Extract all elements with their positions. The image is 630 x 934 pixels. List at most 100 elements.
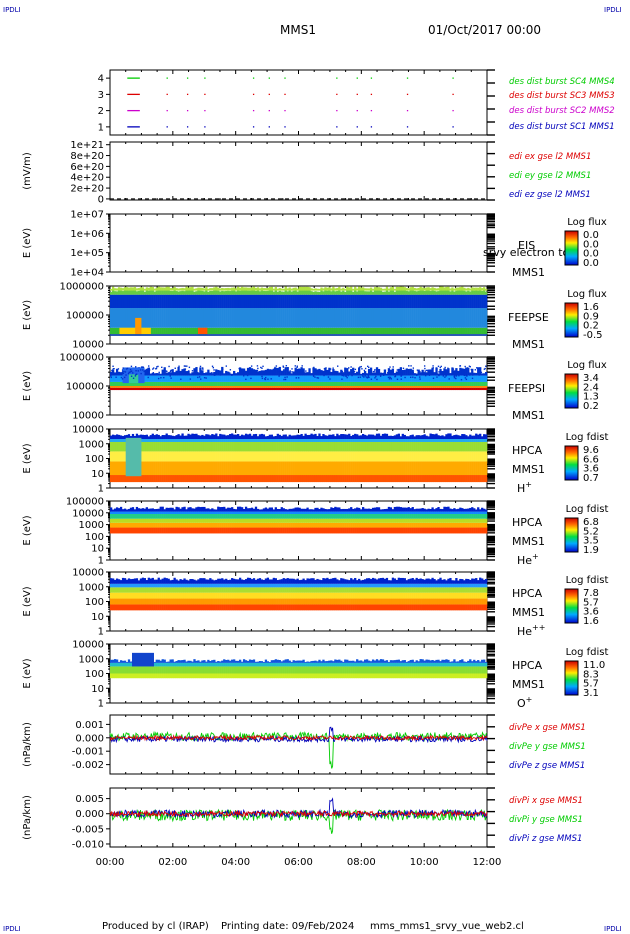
spectrogram-cell — [123, 290, 127, 295]
spectrogram-cell — [171, 461, 174, 476]
spectrogram-cell — [165, 461, 168, 476]
spectrogram-cell — [286, 367, 289, 376]
spectrogram-cell — [233, 511, 236, 514]
spectrogram-cell — [292, 508, 295, 512]
spectrogram-cell — [199, 527, 202, 534]
spectrogram-cell — [439, 439, 442, 442]
spectrogram-cell — [363, 371, 367, 376]
spectrogram-cell — [165, 511, 168, 514]
spectrogram-cell — [381, 381, 385, 386]
spectrogram-cell — [127, 381, 131, 386]
spectrogram-cell — [177, 513, 180, 519]
spectrogram-cell — [209, 327, 212, 335]
spectrogram-cell — [223, 288, 226, 291]
spectrogram-cell — [354, 461, 357, 476]
spectrogram-cell — [115, 475, 119, 483]
spectrogram-cell — [268, 289, 272, 295]
spectrogram-cell — [443, 386, 446, 388]
spectrogram-cell — [173, 513, 176, 519]
spectrogram-cell — [119, 381, 123, 386]
spectrogram-cell — [133, 435, 137, 440]
spectrogram-cell — [121, 527, 125, 534]
spectrogram-cell — [137, 435, 141, 440]
spectrogram-cell — [385, 387, 389, 391]
spectrogram-cell — [256, 386, 260, 388]
spectrogram-cell — [227, 461, 230, 476]
spectrogram-cell — [383, 381, 387, 386]
spectrogram-cell — [157, 513, 160, 519]
spectrogram-cell — [252, 527, 256, 534]
spectrogram-cell — [179, 291, 182, 295]
spectrogram-cell — [262, 518, 266, 523]
spectrogram-cell — [354, 294, 357, 309]
spectrogram-cell — [318, 451, 321, 462]
spectrogram-cell — [242, 386, 246, 388]
spectrogram-cell — [344, 386, 347, 388]
spectrogram-cell — [441, 475, 444, 483]
spectrogram-cell — [223, 434, 226, 440]
colorbar-tick-label: 0.0 — [583, 230, 599, 241]
spectrogram-cell — [473, 387, 476, 391]
spectrogram-cell — [213, 375, 216, 382]
colorbar-tick-label: 3.6 — [583, 464, 599, 475]
spectrogram-cell — [185, 327, 188, 335]
spectrogram-cell — [115, 434, 119, 440]
spectrogram-cell — [340, 369, 343, 376]
spectrogram-cell — [113, 513, 117, 519]
spectrogram-cell — [467, 287, 470, 291]
spectrogram-cell — [354, 386, 357, 388]
spectrogram-cell — [252, 508, 256, 512]
spectrogram-cell — [352, 439, 355, 442]
spectrogram-cell — [260, 513, 264, 519]
sparse-count — [378, 369, 380, 371]
spectrogram-cell — [280, 461, 283, 476]
spectrogram-cell — [433, 372, 436, 376]
spectrogram-cell — [427, 475, 430, 483]
spectrogram-cell — [401, 439, 404, 442]
spectrogram-cell — [159, 441, 162, 452]
spectrogram-cell — [318, 475, 321, 483]
spectrogram-cell — [381, 441, 385, 452]
spectrogram-cell — [391, 439, 395, 442]
spectrogram-cell — [427, 436, 430, 440]
spectrogram-cell — [419, 327, 422, 335]
spectrogram-cell — [113, 441, 117, 452]
spectrogram-cell — [161, 387, 164, 391]
spectrogram-cell — [254, 369, 258, 376]
spectrogram-cell — [125, 386, 129, 388]
spectrogram-cell — [336, 451, 339, 462]
sparse-count — [177, 368, 180, 371]
spectrogram-cell — [151, 287, 154, 291]
spectrogram-cell — [266, 381, 270, 386]
spectrogram-cell — [387, 451, 391, 462]
spectrogram-cell — [471, 290, 474, 295]
spectrogram-cell — [425, 441, 428, 452]
spectrogram-cell — [437, 439, 440, 442]
spectrogram-cell — [381, 433, 385, 440]
spectrogram-cell — [258, 308, 262, 328]
spectrogram-cell — [137, 294, 141, 309]
sparse-count — [359, 376, 362, 378]
spectrogram-cell — [477, 287, 480, 291]
spectrogram-cell — [300, 439, 303, 442]
spectrogram-cell — [274, 289, 277, 295]
spectrogram-cell — [115, 461, 119, 476]
spectrogram-cell — [258, 522, 262, 528]
spectrogram-cell — [264, 387, 268, 391]
spectrogram-cell — [322, 439, 325, 442]
sparse-count — [364, 367, 367, 370]
sparse-count — [425, 369, 428, 372]
spectrogram-cell — [479, 461, 482, 476]
spectrogram-cell — [153, 387, 156, 391]
spectrogram-cell — [423, 451, 426, 462]
spectrogram-cell — [350, 387, 353, 391]
spectrogram-cell — [153, 291, 156, 295]
sparse-count — [231, 374, 233, 376]
spectrogram-cell — [435, 441, 438, 452]
spectrogram-cell — [451, 435, 454, 440]
spectrogram-cell — [431, 327, 434, 335]
sparse-count — [382, 372, 385, 375]
spectrogram-cell — [119, 451, 123, 462]
spectrogram-cell — [159, 506, 162, 512]
spectrogram-cell — [195, 386, 198, 388]
